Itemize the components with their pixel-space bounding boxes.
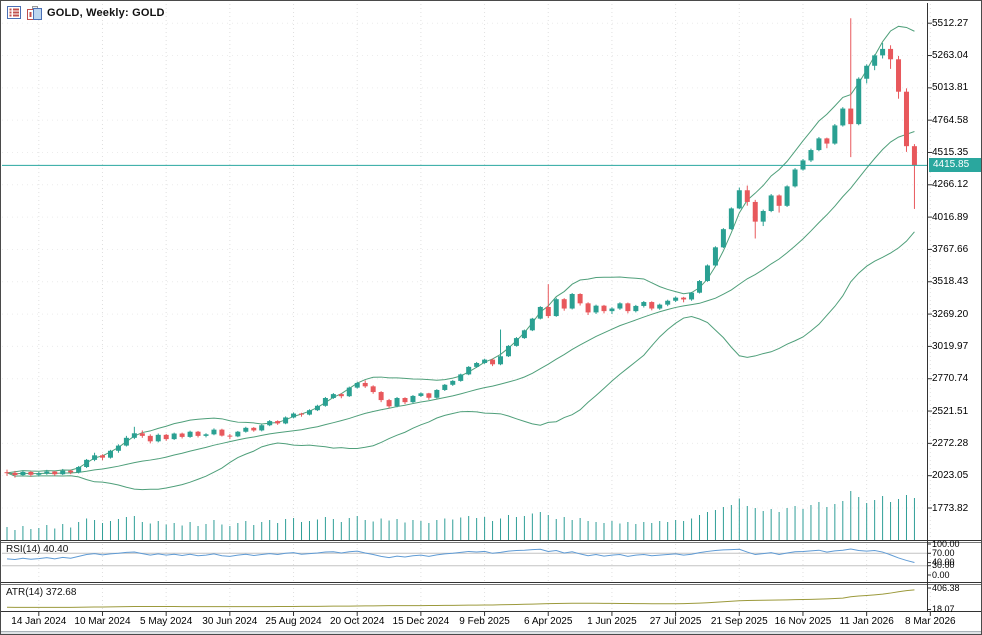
rsi-axis-label: 100.00 [932, 538, 960, 549]
price-axis-label: 5013.81 [932, 82, 969, 94]
time-axis-label: 15 Dec 2024 [392, 616, 450, 627]
price-axis-label: 1773.82 [932, 502, 969, 514]
price-axis-label: 2521.51 [932, 405, 969, 417]
price-axis-label: 5512.27 [932, 17, 969, 29]
price-axis-label: 4266.12 [932, 179, 969, 191]
price-axis-label: 4016.89 [932, 211, 969, 223]
time-axis-label: 6 Apr 2025 [524, 616, 573, 627]
price-axis-label: 3767.66 [932, 243, 969, 255]
price-axis-label: 4515.35 [932, 146, 969, 158]
bottom-strip [1, 631, 981, 634]
price-axis-label: 4764.58 [932, 114, 969, 126]
price-axis-label: 2770.74 [932, 373, 969, 385]
rsi-axis-label: 40.00 [932, 557, 955, 568]
panel-splitter[interactable] [1, 581, 981, 586]
time-axis-label: 8 Mar 2026 [905, 616, 956, 627]
rsi-axis-label: 0.00 [932, 569, 950, 580]
price-axis-label: 3518.43 [932, 276, 969, 288]
time-axis-label: 25 Aug 2024 [265, 616, 322, 627]
price-axis-label: 3269.20 [932, 308, 969, 320]
atr-panel-label: ATR(14) 372.68 [6, 587, 77, 598]
time-axis-label: 1 Jun 2025 [587, 616, 637, 627]
price-axis-label: 5263.04 [932, 50, 969, 62]
chart-header: GOLD, Weekly: GOLD [7, 6, 165, 20]
time-axis-label: 30 Jun 2024 [202, 616, 258, 627]
time-axis-label: 5 May 2024 [140, 616, 193, 627]
current-price-badge: 4415.85 [929, 158, 981, 173]
atr-axis-label: 18.07 [932, 604, 955, 614]
price-axis-label: 2272.28 [932, 437, 969, 449]
time-axis-label: 11 Jan 2026 [839, 616, 894, 627]
time-axis-label: 10 Mar 2024 [74, 616, 131, 627]
time-axis-label: 9 Feb 2025 [459, 616, 510, 627]
time-axis-label: 27 Jul 2025 [649, 616, 702, 627]
time-axis-label: 16 Nov 2025 [774, 616, 832, 627]
time-axis-label: 20 Oct 2024 [329, 616, 385, 627]
quotes-list-icon[interactable] [7, 6, 22, 20]
time-axis-label: 14 Jan 2024 [11, 616, 67, 627]
price-axis-label: 2023.05 [932, 470, 969, 482]
price-axis-label: 3019.97 [932, 340, 969, 352]
rsi-axis-label: 30.00 [932, 560, 955, 571]
chart-window-icon[interactable] [27, 6, 42, 20]
atr-axis-label: 406.38 [932, 582, 960, 593]
chart-title: GOLD, Weekly: GOLD [47, 7, 165, 19]
rsi-axis-label: 70.00 [932, 547, 955, 558]
price-chart-area[interactable] [1, 1, 928, 541]
rsi-panel-label: RSI(14) 40.40 [6, 544, 69, 555]
time-axis-label: 21 Sep 2025 [710, 616, 768, 627]
